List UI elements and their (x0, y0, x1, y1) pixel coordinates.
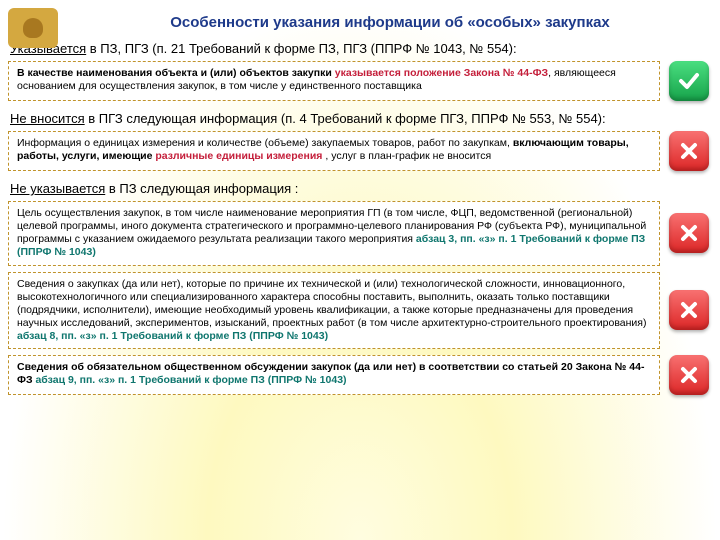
section1-header-rest: в ПЗ, ПГЗ (п. 21 Требований к форме ПЗ, … (86, 41, 516, 56)
section3-header-rest: в ПЗ следующая информация : (105, 181, 298, 196)
section3-icon3-cell (666, 355, 712, 395)
section3-box2-teal: абзац 8, пп. «з» п. 1 Требований к форме… (17, 330, 328, 342)
cross-icon (669, 131, 709, 171)
section3-box1: Цель осуществления закупок, в том числе … (8, 201, 660, 266)
cross-icon (669, 355, 709, 395)
section2-row: Информация о единицах измерения и количе… (8, 131, 712, 171)
section3-header-keyword: Не указывается (10, 181, 105, 196)
section1-red: указывается положение Закона № 44-ФЗ (335, 67, 548, 79)
emblem-logo (8, 8, 58, 48)
page-title: Особенности указания информации об «особ… (0, 0, 720, 37)
section1-icon-cell (666, 61, 712, 101)
section3-row2: Сведения о закупках (да или нет), которы… (8, 272, 712, 350)
section2-text2: , услуг в план-график не вносится (322, 150, 491, 162)
section2-header-keyword: Не вносится (10, 111, 85, 126)
section3-box3: Сведения об обязательном общественном об… (8, 355, 660, 395)
section3-header: Не указывается в ПЗ следующая информация… (0, 177, 720, 198)
section1-header: Указывается в ПЗ, ПГЗ (п. 21 Требований … (0, 37, 720, 58)
section3-box3-teal: абзац 9, пп. «з» п. 1 Требований к форме… (35, 374, 346, 386)
section3-box2-text: Сведения о закупках (да или нет), которы… (17, 278, 646, 329)
section3-row3: Сведения об обязательном общественном об… (8, 355, 712, 395)
section2-box: Информация о единицах измерения и количе… (8, 131, 660, 171)
section2-red: различные единицы измерения (155, 150, 322, 162)
section2-header-rest: в ПГЗ следующая информация (п. 4 Требова… (85, 111, 606, 126)
cross-icon (669, 290, 709, 330)
section3-box2: Сведения о закупках (да или нет), которы… (8, 272, 660, 350)
section2-text1: Информация о единицах измерения и количе… (17, 137, 513, 149)
section2-icon-cell (666, 131, 712, 171)
section3-icon2-cell (666, 272, 712, 350)
section1-box: В качестве наименования объекта и (или) … (8, 61, 660, 101)
section3-icon1-cell (666, 201, 712, 266)
section2-header: Не вносится в ПГЗ следующая информация (… (0, 107, 720, 128)
section3-row1: Цель осуществления закупок, в том числе … (8, 201, 712, 266)
section1-row: В качестве наименования объекта и (или) … (8, 61, 712, 101)
check-icon (669, 61, 709, 101)
cross-icon (669, 213, 709, 253)
section1-text1: В качестве наименования объекта и (или) … (17, 67, 335, 79)
